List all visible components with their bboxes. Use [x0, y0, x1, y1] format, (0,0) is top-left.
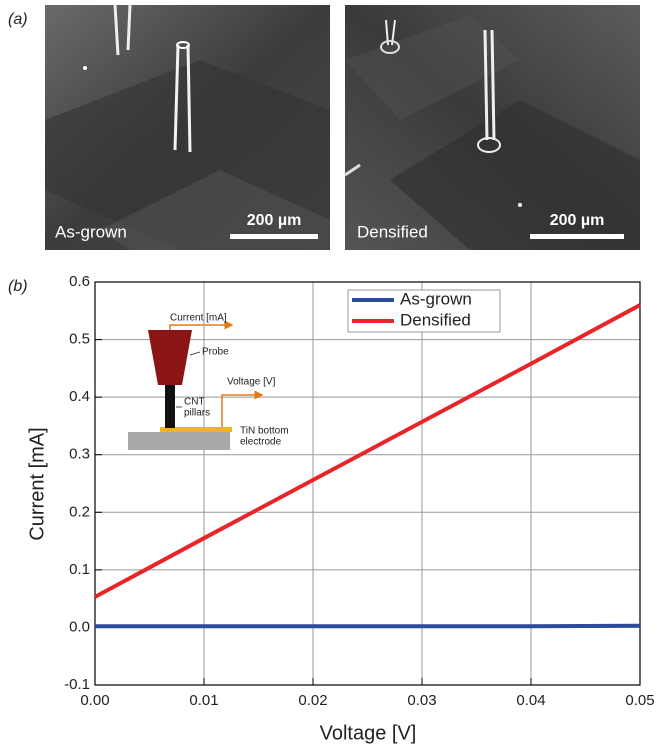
y-tick-label: 0.1: [69, 561, 90, 578]
scale-bar: 200 µm: [247, 212, 302, 229]
inset-label: Voltage [V]: [227, 377, 276, 388]
inset-label: pillars: [184, 408, 210, 419]
y-axis-label: Current [mA]: [26, 427, 48, 540]
y-tick-label: 0.2: [69, 503, 90, 520]
y-tick-label: 0.3: [69, 446, 90, 463]
inset-label: Probe: [202, 347, 229, 358]
y-tick-label: 0.4: [69, 388, 90, 405]
y-tick-label: 0.0: [69, 618, 90, 635]
data-line: [95, 626, 640, 627]
inset-label: electrode: [240, 437, 282, 448]
x-axis-label: Voltage [V]: [320, 722, 417, 744]
y-tick-label: 0.6: [69, 273, 90, 290]
x-tick-label: 0.00: [80, 692, 109, 709]
image-caption: As-grown: [55, 222, 127, 241]
sem-image: Densified 200 µm: [345, 5, 640, 250]
x-tick-label: 0.02: [298, 692, 327, 709]
panel-label: (a): [8, 11, 28, 28]
inset-label: Current [mA]: [170, 313, 227, 324]
x-tick-label: 0.05: [625, 692, 654, 709]
panel-label: (b): [8, 278, 28, 295]
y-tick-label: -0.1: [64, 676, 90, 693]
figure: (a) As-grown 200 µm Densified 200 µm (b)…: [0, 0, 662, 746]
inset-label: CNT: [184, 397, 205, 408]
sem-image: As-grown 200 µm: [45, 5, 330, 250]
image-caption: Densified: [357, 222, 428, 241]
legend-label: Densified: [400, 310, 471, 329]
inset-label: TiN bottom: [240, 426, 289, 437]
x-tick-label: 0.04: [516, 692, 545, 709]
scale-bar: 200 µm: [550, 212, 605, 229]
y-tick-label: 0.5: [69, 331, 90, 348]
inset-schematic: Current [mA] Probe Voltage [V] CNT pilla…: [128, 313, 289, 450]
legend-label: As-grown: [400, 289, 472, 308]
x-tick-label: 0.01: [189, 692, 218, 709]
x-tick-label: 0.03: [407, 692, 436, 709]
